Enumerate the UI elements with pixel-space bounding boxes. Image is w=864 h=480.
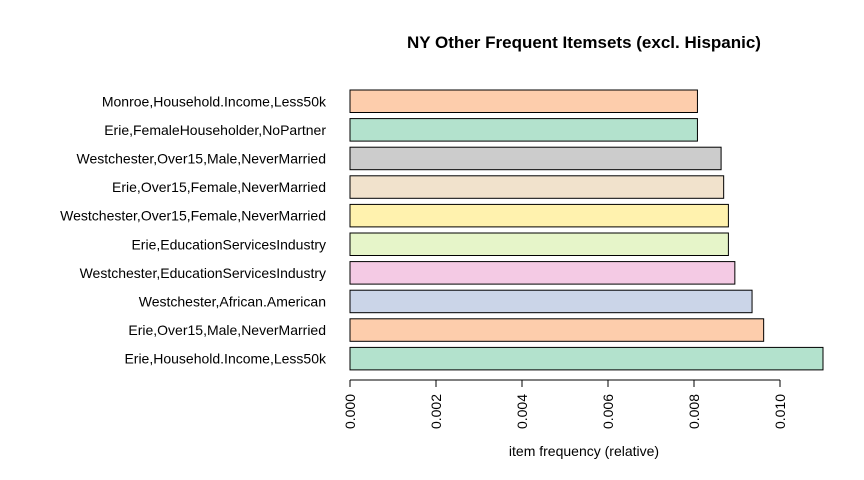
category-label: Erie,EducationServicesIndustry bbox=[131, 236, 326, 252]
bar bbox=[349, 261, 736, 285]
bar bbox=[349, 346, 824, 371]
category-label: Westchester,African.American bbox=[139, 293, 326, 309]
x-tick-label: 0.010 bbox=[772, 394, 788, 429]
x-axis: 0.000 0.002 0.004 0.006 0.008 0.010 bbox=[342, 379, 788, 429]
x-tick-label: 0.008 bbox=[686, 394, 702, 429]
category-label: Westchester,Over15,Female,NeverMarried bbox=[60, 208, 326, 224]
category-label: Monroe,Household.Income,Less50k bbox=[102, 93, 327, 109]
bar bbox=[349, 175, 725, 199]
bar bbox=[349, 318, 765, 342]
bar bbox=[349, 289, 753, 314]
category-label: Erie,Over15,Male,NeverMarried bbox=[128, 322, 326, 338]
category-label: Erie,Household.Income,Less50k bbox=[124, 351, 327, 367]
bars-group bbox=[349, 89, 824, 371]
chart-title: NY Other Frequent Itemsets (excl. Hispan… bbox=[407, 33, 761, 52]
category-label: Erie,Over15,Female,NeverMarried bbox=[112, 179, 326, 195]
x-axis-title: item frequency (relative) bbox=[509, 443, 659, 459]
x-tick-label: 0.004 bbox=[514, 394, 530, 429]
bar bbox=[349, 146, 722, 171]
x-tick-label: 0.006 bbox=[600, 394, 616, 429]
category-label: Westchester,Over15,Male,NeverMarried bbox=[77, 150, 327, 166]
x-tick-label: 0.002 bbox=[428, 394, 444, 429]
bar bbox=[349, 203, 729, 228]
bar bbox=[349, 89, 698, 113]
bar bbox=[349, 232, 729, 256]
category-label: Westchester,EducationServicesIndustry bbox=[80, 265, 326, 281]
x-tick-label: 0.000 bbox=[342, 394, 358, 429]
category-label: Erie,FemaleHouseholder,NoPartner bbox=[104, 122, 326, 138]
bar bbox=[349, 118, 698, 142]
category-labels: Monroe,Household.Income,Less50k Erie,Fema… bbox=[60, 93, 327, 366]
